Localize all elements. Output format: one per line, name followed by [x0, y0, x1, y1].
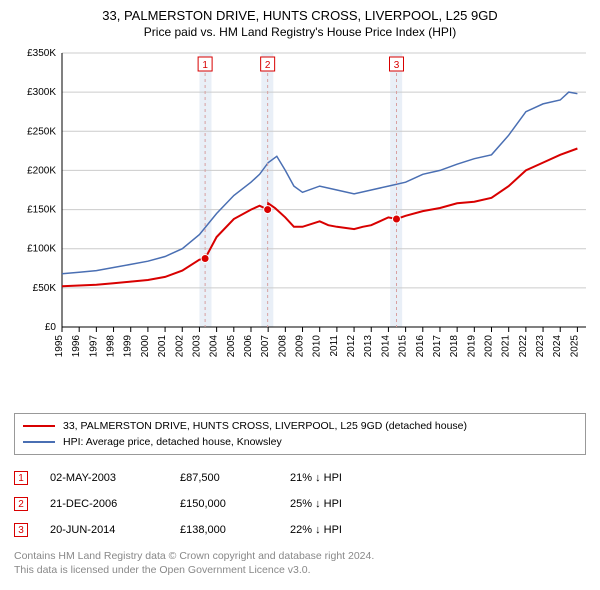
- legend-label: 33, PALMERSTON DRIVE, HUNTS CROSS, LIVER…: [63, 420, 467, 432]
- event-marker: 3: [14, 523, 28, 537]
- svg-text:£50K: £50K: [33, 283, 57, 294]
- svg-text:£0: £0: [45, 322, 57, 333]
- svg-text:£300K: £300K: [27, 87, 56, 98]
- svg-text:£100K: £100K: [27, 244, 56, 255]
- svg-text:1995: 1995: [54, 335, 65, 358]
- svg-text:1998: 1998: [106, 335, 117, 358]
- svg-text:2014: 2014: [380, 335, 391, 358]
- attribution: Contains HM Land Registry data © Crown c…: [14, 549, 586, 577]
- event-row: 2 21-DEC-2006£150,00025% ↓ HPI: [14, 491, 586, 517]
- svg-text:1: 1: [202, 60, 208, 71]
- svg-text:2002: 2002: [174, 335, 185, 358]
- svg-text:2022: 2022: [518, 335, 529, 358]
- svg-text:2021: 2021: [501, 335, 512, 358]
- legend-label: HPI: Average price, detached house, Know…: [63, 436, 282, 448]
- svg-text:£350K: £350K: [27, 48, 56, 59]
- event-date: 02-MAY-2003: [50, 472, 180, 484]
- attribution-line2: This data is licensed under the Open Gov…: [14, 563, 586, 577]
- events-table: 1 02-MAY-2003£87,50021% ↓ HPI 2 21-DEC-2006…: [14, 465, 586, 543]
- svg-text:3: 3: [394, 60, 400, 71]
- svg-text:£250K: £250K: [27, 126, 56, 137]
- svg-text:2000: 2000: [140, 335, 151, 358]
- svg-text:2013: 2013: [363, 335, 374, 358]
- svg-text:2023: 2023: [535, 335, 546, 358]
- legend-item: HPI: Average price, detached house, Know…: [23, 434, 577, 450]
- svg-text:2019: 2019: [466, 335, 477, 358]
- legend: 33, PALMERSTON DRIVE, HUNTS CROSS, LIVER…: [14, 413, 586, 455]
- svg-text:2006: 2006: [243, 335, 254, 358]
- svg-text:2: 2: [265, 60, 271, 71]
- svg-text:2020: 2020: [484, 335, 495, 358]
- svg-text:1996: 1996: [71, 335, 82, 358]
- svg-text:2001: 2001: [157, 335, 168, 358]
- event-hpi: 21% ↓ HPI: [290, 472, 410, 484]
- svg-text:1997: 1997: [88, 335, 99, 358]
- legend-swatch: [23, 425, 55, 427]
- svg-text:2009: 2009: [295, 335, 306, 358]
- svg-text:2005: 2005: [226, 335, 237, 358]
- legend-swatch: [23, 441, 55, 443]
- svg-text:1999: 1999: [123, 335, 134, 358]
- legend-item: 33, PALMERSTON DRIVE, HUNTS CROSS, LIVER…: [23, 418, 577, 434]
- svg-text:2011: 2011: [329, 335, 340, 357]
- event-marker: 1: [14, 471, 28, 485]
- svg-text:2003: 2003: [191, 335, 202, 358]
- svg-text:2024: 2024: [552, 335, 563, 358]
- event-row: 3 20-JUN-2014£138,00022% ↓ HPI: [14, 517, 586, 543]
- price-chart: £0 £50K £100K £150K £200K £250K £300K £350K 1995…: [14, 47, 586, 407]
- svg-text:2004: 2004: [209, 335, 220, 358]
- event-marker: 2: [14, 497, 28, 511]
- svg-text:2015: 2015: [398, 335, 409, 358]
- event-date: 21-DEC-2006: [50, 498, 180, 510]
- attribution-line1: Contains HM Land Registry data © Crown c…: [14, 549, 586, 563]
- event-price: £138,000: [180, 524, 290, 536]
- event-date: 20-JUN-2014: [50, 524, 180, 536]
- event-row: 1 02-MAY-2003£87,50021% ↓ HPI: [14, 465, 586, 491]
- svg-text:2018: 2018: [449, 335, 460, 358]
- svg-text:2025: 2025: [569, 335, 580, 358]
- svg-text:2010: 2010: [312, 335, 323, 358]
- svg-text:£200K: £200K: [27, 165, 56, 176]
- event-price: £87,500: [180, 472, 290, 484]
- event-price: £150,000: [180, 498, 290, 510]
- page-title: 33, PALMERSTON DRIVE, HUNTS CROSS, LIVER…: [14, 8, 586, 23]
- page-subtitle: Price paid vs. HM Land Registry's House …: [14, 25, 586, 39]
- svg-text:2016: 2016: [415, 335, 426, 358]
- svg-text:£150K: £150K: [27, 205, 56, 216]
- event-hpi: 22% ↓ HPI: [290, 524, 410, 536]
- svg-text:2017: 2017: [432, 335, 443, 358]
- svg-text:2008: 2008: [277, 335, 288, 358]
- event-hpi: 25% ↓ HPI: [290, 498, 410, 510]
- chart-container: £0 £50K £100K £150K £200K £250K £300K £350K 1995…: [14, 47, 586, 407]
- svg-text:2007: 2007: [260, 335, 271, 358]
- svg-text:2012: 2012: [346, 335, 357, 358]
